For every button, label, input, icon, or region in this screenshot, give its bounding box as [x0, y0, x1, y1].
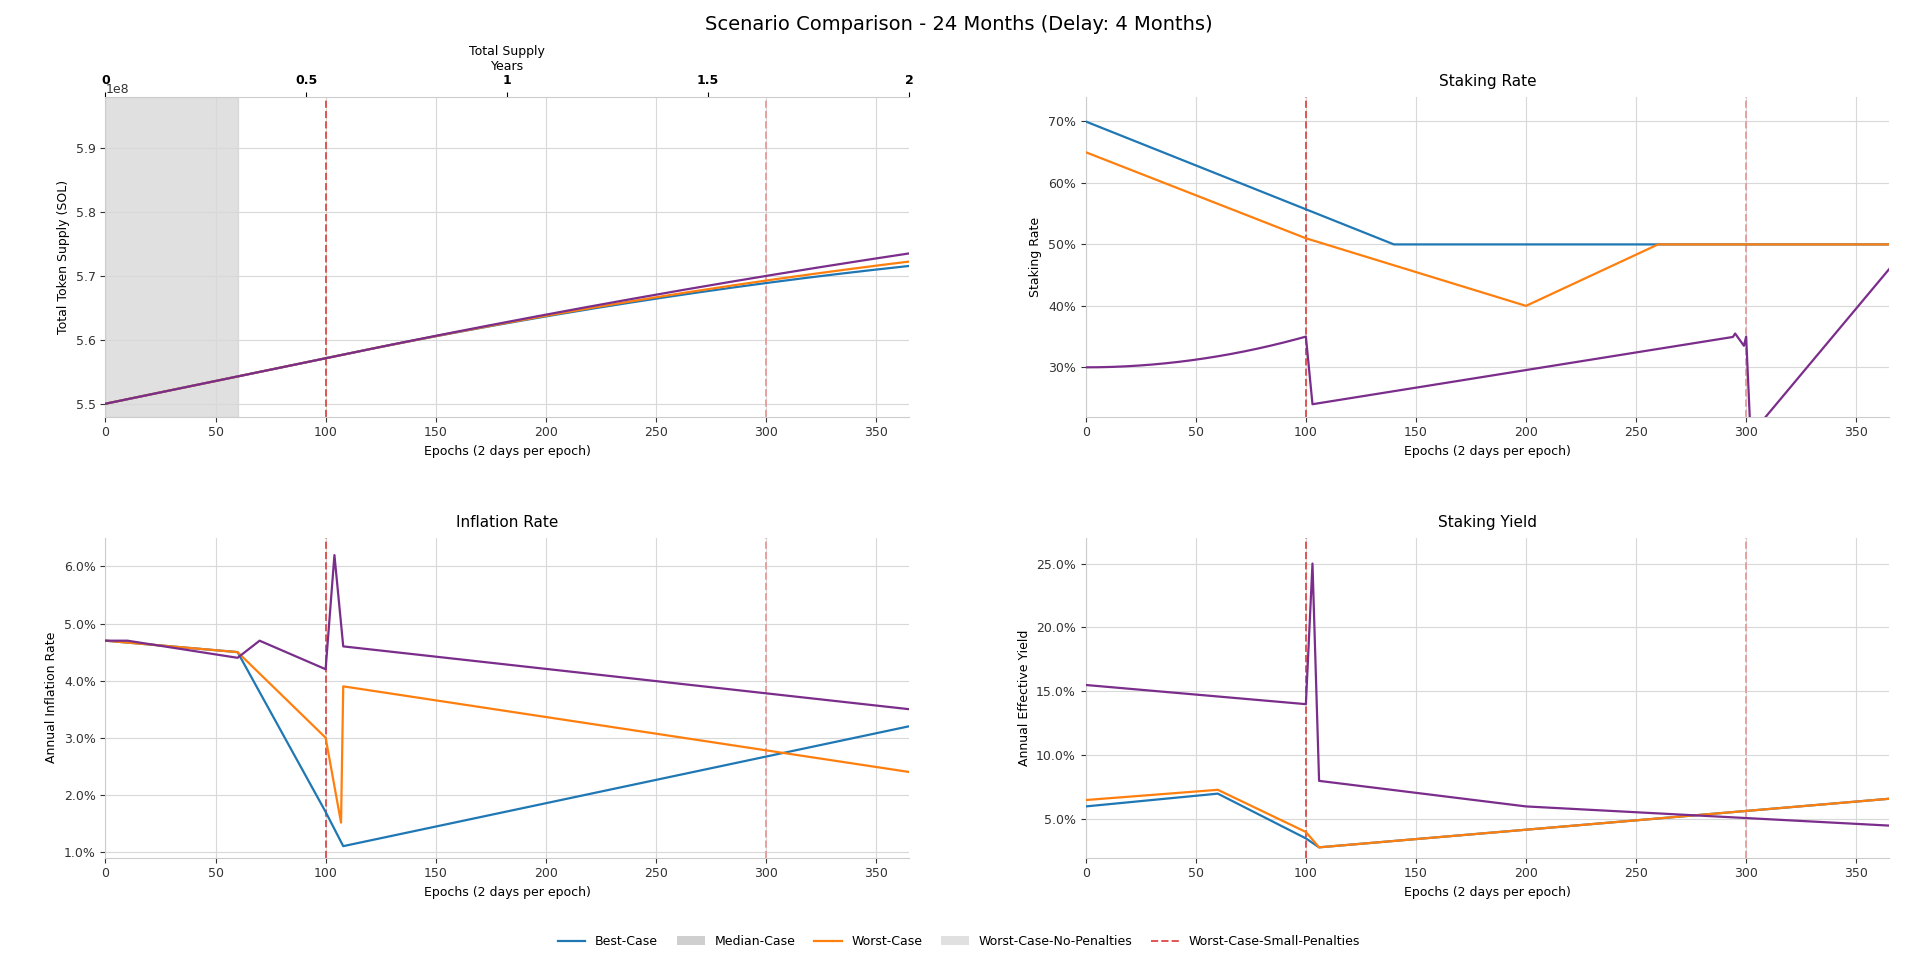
- Y-axis label: Total Token Supply (SOL): Total Token Supply (SOL): [58, 179, 71, 333]
- Legend: Best-Case, Median-Case, Worst-Case, Worst-Case-No-Penalties, Worst-Case-Small-Pe: Best-Case, Median-Case, Worst-Case, Wors…: [552, 930, 1366, 953]
- X-axis label: Epochs (2 days per epoch): Epochs (2 days per epoch): [1404, 886, 1571, 899]
- Bar: [105, 97, 238, 417]
- X-axis label: Total Supply
Years: Total Supply Years: [470, 45, 545, 73]
- X-axis label: Epochs (2 days per epoch): Epochs (2 days per epoch): [1404, 445, 1571, 457]
- Y-axis label: Staking Rate: Staking Rate: [1030, 217, 1043, 297]
- Title: Staking Rate: Staking Rate: [1438, 74, 1536, 89]
- Text: Scenario Comparison - 24 Months (Delay: 4 Months): Scenario Comparison - 24 Months (Delay: …: [706, 15, 1212, 34]
- Title: Inflation Rate: Inflation Rate: [456, 515, 558, 530]
- X-axis label: Epochs (2 days per epoch): Epochs (2 days per epoch): [424, 886, 591, 899]
- Y-axis label: Annual Effective Yield: Annual Effective Yield: [1018, 630, 1030, 766]
- Title: Staking Yield: Staking Yield: [1438, 515, 1536, 530]
- Y-axis label: Annual Inflation Rate: Annual Inflation Rate: [46, 632, 58, 764]
- X-axis label: Epochs (2 days per epoch): Epochs (2 days per epoch): [424, 445, 591, 457]
